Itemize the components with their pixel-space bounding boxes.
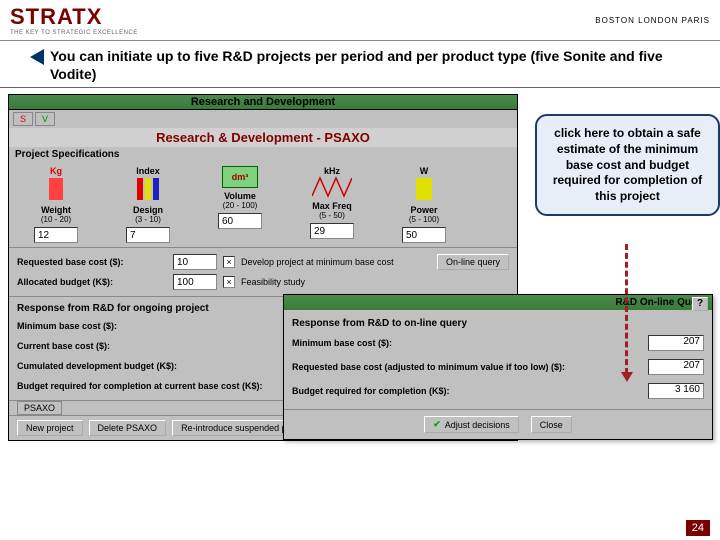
spec-weight-input[interactable] (34, 227, 78, 243)
allocated-budget-input[interactable] (173, 274, 217, 290)
volume-icon: dm³ (222, 166, 258, 188)
spec-design-range: (3 - 10) (135, 215, 161, 224)
spec-power-input[interactable] (402, 227, 446, 243)
spec-design-unit: Index (136, 166, 160, 176)
spec-weight: Kg Weight (10 - 20) (17, 166, 95, 243)
dashed-arrow-icon (625, 244, 628, 374)
arrow-marker-icon (30, 49, 44, 65)
query-budget-row: Budget required for completion (K$): 3 1… (292, 379, 704, 403)
specs-section-label: Project Specifications (9, 147, 517, 162)
tab-vodite[interactable]: V (35, 112, 55, 126)
query-section-label: Response from R&D to on-line query (292, 316, 704, 331)
online-query-button[interactable]: On-line query (437, 254, 509, 270)
resp-min-cost-label: Minimum base cost ($): (17, 321, 297, 331)
resp-curr-cost-label: Current base cost ($): (17, 341, 297, 351)
query-req-cost-val: 207 (648, 359, 704, 375)
adjust-decisions-label: Adjust decisions (445, 420, 510, 430)
logo-text: STRATX (10, 4, 138, 30)
rd-query-window: R&D On-line Query ? Response from R&D to… (283, 294, 713, 440)
spec-freq-input[interactable] (310, 223, 354, 239)
query-budget-val: 3 160 (648, 383, 704, 399)
spec-freq: kHz Max Freq (5 - 50) (293, 166, 371, 243)
query-budget-label: Budget required for completion (K$): (292, 386, 450, 396)
resp-req-budget-label: Budget required for completion at curren… (17, 381, 297, 391)
spec-design-label: Design (133, 205, 163, 215)
allocated-budget-row: Allocated budget (K$): × Feasibility stu… (17, 272, 509, 292)
spec-freq-range: (5 - 50) (319, 211, 345, 220)
freq-icon (312, 176, 352, 198)
design-icon (128, 176, 168, 202)
query-min-cost-val: 207 (648, 335, 704, 351)
spec-power-label: Power (410, 205, 437, 215)
help-button[interactable]: ? (692, 297, 708, 311)
requested-cost-row: Requested base cost ($): × Develop proje… (17, 252, 509, 272)
tab-sonite[interactable]: S (13, 112, 33, 126)
spec-freq-unit: kHz (324, 166, 340, 176)
spec-design: Index Design (3 - 10) (109, 166, 187, 243)
spec-weight-range: (10 - 20) (41, 215, 71, 224)
cost-section: Requested base cost ($): × Develop proje… (9, 247, 517, 296)
slide-header: STRATX The Key to Strategic Excellence B… (0, 0, 720, 41)
instruction-text: You can initiate up to five R&D projects… (50, 47, 690, 83)
query-body: Response from R&D to on-line query Minim… (284, 310, 712, 409)
page-number: 24 (686, 520, 710, 536)
spec-weight-label: Weight (41, 205, 71, 215)
resp-cum-budget-label: Cumulated development budget (K$): (17, 361, 297, 371)
spec-power-unit: W (420, 166, 429, 176)
logo-block: STRATX The Key to Strategic Excellence (10, 4, 138, 36)
min-cost-checkbox[interactable]: × (223, 256, 235, 268)
requested-cost-input[interactable] (173, 254, 217, 270)
callout-box: click here to obtain a safe estimate of … (535, 114, 720, 216)
spec-volume-input[interactable] (218, 213, 262, 229)
requested-cost-label: Requested base cost ($): (17, 257, 167, 267)
check-icon: ✔ (433, 419, 441, 430)
spec-weight-unit: Kg (50, 166, 62, 176)
rd-subtitle: Research & Development - PSAXO (9, 128, 517, 147)
power-icon (404, 176, 444, 202)
spec-freq-label: Max Freq (312, 201, 352, 211)
spec-power: W Power (5 - 100) (385, 166, 463, 243)
allocated-budget-label: Allocated budget (K$): (17, 277, 167, 287)
spec-volume-label: Volume (224, 191, 256, 201)
logo-subtitle: The Key to Strategic Excellence (10, 30, 138, 36)
instruction-row: You can initiate up to five R&D projects… (0, 41, 720, 88)
spec-power-range: (5 - 100) (409, 215, 439, 224)
locations-text: BOSTON LONDON PARIS (595, 16, 710, 25)
specs-row: Kg Weight (10 - 20) Index Design (3 - 10… (9, 162, 517, 247)
query-min-cost-label: Minimum base cost ($): (292, 338, 392, 348)
adjust-decisions-button[interactable]: ✔ Adjust decisions (424, 416, 519, 433)
project-tab-psaxo[interactable]: PSAXO (17, 401, 62, 415)
close-button[interactable]: Close (531, 416, 572, 433)
query-window-title: R&D On-line Query (284, 295, 712, 310)
product-tabs: S V (9, 110, 517, 128)
weight-icon (36, 176, 76, 202)
spec-design-input[interactable] (126, 227, 170, 243)
min-cost-check-label: Develop project at minimum base cost (241, 257, 394, 267)
window-title: Research and Development (9, 95, 517, 110)
new-project-button[interactable]: New project (17, 420, 83, 436)
query-min-cost-row: Minimum base cost ($): 207 (292, 331, 704, 355)
query-button-row: ✔ Adjust decisions Close (284, 409, 712, 439)
delete-project-button[interactable]: Delete PSAXO (89, 420, 167, 436)
query-req-cost-label: Requested base cost (adjusted to minimum… (292, 362, 565, 372)
app-area: Research and Development S V Research & … (8, 94, 712, 441)
spec-volume-range: (20 - 100) (223, 201, 258, 210)
feasibility-checkbox[interactable]: × (223, 276, 235, 288)
spec-volume: dm³ Volume (20 - 100) (201, 166, 279, 243)
query-req-cost-row: Requested base cost (adjusted to minimum… (292, 355, 704, 379)
feasibility-check-label: Feasibility study (241, 277, 305, 287)
